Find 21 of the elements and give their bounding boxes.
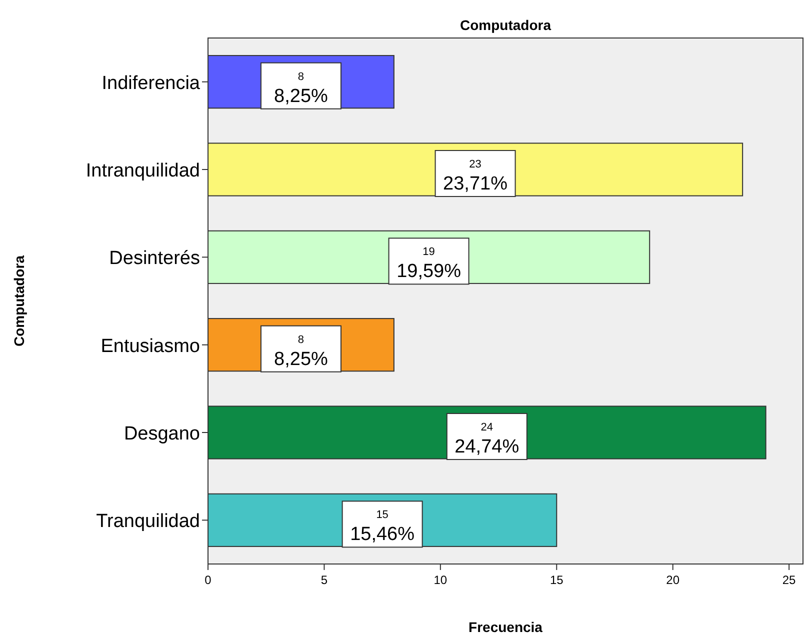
data-label: 8 8,25% [274,334,328,370]
x-tick-label: 20 [666,573,680,587]
x-tick-label: 10 [434,573,448,587]
x-tick-label: 15 [550,573,564,587]
y-tick-label: Tranquilidad [96,511,200,532]
data-label: 23 23,71% [443,158,508,194]
x-tick-label: 5 [320,573,328,587]
y-tick-label: Desgano [124,424,200,444]
y-tick-label: Intranquilidad [86,160,200,182]
data-label: 8 8,25% [274,70,328,107]
y-tick-label: Desinterés [109,248,200,270]
data-label: 15 15,46% [350,509,415,546]
y-tick-label: Entusiasmo [100,336,200,357]
y-tick-label: Indiferencia [102,72,200,94]
y-axis-title: Computadora [11,255,27,346]
chart-title: Computadora [460,17,552,33]
x-axis-title: Frecuencia [468,619,543,635]
data-label: 24 24,74% [454,422,520,458]
x-tick-label: 0 [204,573,212,587]
x-tick-label: 25 [782,573,796,587]
data-label: 19 19,59% [396,246,462,282]
